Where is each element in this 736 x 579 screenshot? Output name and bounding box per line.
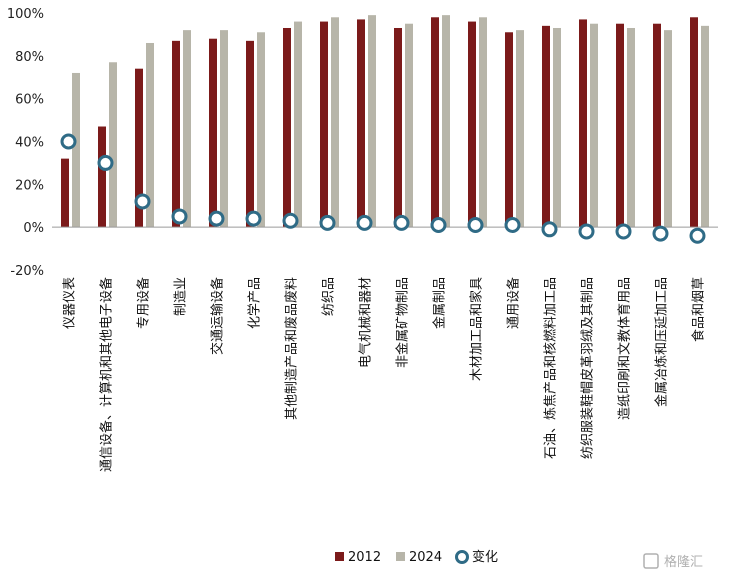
x-category-label: 造纸印刷和文教体育用品 (617, 277, 633, 420)
bar-2012 (61, 158, 69, 228)
change-marker (245, 210, 262, 227)
change-marker (171, 208, 188, 225)
x-category-label: 通用设备 (506, 277, 522, 329)
bar-2024 (220, 30, 228, 228)
legend-marker-change (455, 550, 469, 564)
bar-2024 (627, 27, 635, 228)
bar-2012 (172, 40, 180, 228)
legend-label-change: 变化 (472, 549, 498, 565)
change-markers-layer (60, 133, 706, 244)
bar-2012 (579, 19, 587, 228)
bar-2024 (590, 23, 598, 228)
y-tick-label: 40% (15, 136, 44, 151)
bar-2012 (542, 25, 550, 228)
change-marker (319, 214, 336, 231)
bar-2012 (357, 19, 365, 228)
x-category-label: 纺织品 (322, 277, 337, 316)
change-marker (541, 221, 558, 238)
bar-2012 (431, 17, 439, 228)
x-category-label: 通信设备、计算机和其他电子设备 (99, 277, 115, 472)
bar-2012 (246, 40, 254, 228)
x-category-label: 制造业 (174, 277, 189, 316)
bars-layer (61, 15, 709, 228)
bar-2024 (368, 15, 376, 228)
bar-2024 (72, 72, 80, 228)
change-marker (689, 227, 706, 244)
legend-swatch-2012 (335, 552, 344, 561)
watermark: 格隆汇 (643, 553, 703, 570)
x-category-label: 食品和烟草 (691, 277, 707, 342)
x-category-label: 木材加工品和家具 (469, 277, 485, 381)
change-marker (134, 193, 151, 210)
x-category-label: 专用设备 (136, 277, 152, 329)
legend-label-2012: 2012 (348, 550, 381, 565)
bar-2012 (98, 126, 106, 228)
legend-label-2024: 2024 (409, 550, 442, 565)
bar-2024 (257, 32, 265, 228)
change-marker (97, 154, 114, 171)
bar-2024 (701, 25, 709, 228)
legend: 2012 2024 变化 (335, 549, 498, 565)
bar-2024 (109, 62, 117, 228)
legend-swatch-2024 (396, 552, 405, 561)
bar-2024 (553, 27, 561, 228)
y-tick-label: 100% (7, 7, 44, 22)
change-marker (615, 223, 632, 240)
x-category-label: 金属冶炼和压延加工品 (654, 277, 670, 407)
bar-2024 (294, 21, 302, 228)
change-marker (282, 212, 299, 229)
y-tick-label: 60% (15, 93, 44, 108)
x-category-label: 金属制品 (432, 277, 448, 329)
bar-2012 (135, 68, 143, 228)
x-category-label: 纺织服装鞋帽皮革羽绒及其制品 (580, 277, 596, 459)
y-tick-label: 20% (15, 178, 44, 193)
bar-2012 (505, 32, 513, 228)
bar-2024 (442, 15, 450, 228)
bar-2024 (664, 30, 672, 228)
bar-2012 (394, 27, 402, 228)
x-axis-labels: 仪器仪表 通信设备、计算机和其他电子设备 专用设备 制造业 交通运输设备 化学产品 其他制造… (63, 277, 707, 472)
change-marker (430, 217, 447, 234)
x-category-label: 非金属矿物制品 (395, 277, 411, 368)
y-axis: -20% 0% 20% 40% 60% 80% 100% (7, 7, 44, 279)
change-marker (467, 217, 484, 234)
bar-2024 (146, 42, 154, 228)
y-tick-label: -20% (10, 264, 44, 279)
x-category-label: 仪器仪表 (63, 277, 78, 329)
bar-2012 (320, 21, 328, 228)
x-category-label: 其他制造产品和废品废料 (284, 277, 300, 420)
bar-2012 (653, 23, 661, 228)
bar-2024 (479, 17, 487, 228)
change-marker (356, 214, 373, 231)
x-category-label: 交通运输设备 (210, 277, 226, 355)
watermark-text: 格隆汇 (664, 554, 703, 570)
y-tick-label: 80% (15, 50, 44, 65)
bar-2024 (405, 23, 413, 228)
y-tick-label: 0% (23, 221, 44, 236)
watermark-logo-icon (643, 553, 659, 569)
change-marker (652, 225, 669, 242)
change-marker (208, 210, 225, 227)
bar-2012 (468, 21, 476, 228)
x-category-label: 化学产品 (247, 277, 263, 329)
bar-2012 (616, 23, 624, 228)
bar-2012 (209, 38, 217, 228)
change-marker (578, 223, 595, 240)
x-category-label: 电气机械和器材 (358, 277, 374, 368)
change-marker (504, 217, 521, 234)
bar-2012 (690, 17, 698, 228)
change-marker (393, 214, 410, 231)
bar-2012 (283, 27, 291, 228)
bar-2024 (516, 30, 524, 228)
bar-2024 (331, 17, 339, 228)
x-category-label: 石油、炼焦产品和核燃料加工品 (543, 277, 559, 459)
change-marker (60, 133, 77, 150)
bar-2024 (183, 30, 191, 228)
